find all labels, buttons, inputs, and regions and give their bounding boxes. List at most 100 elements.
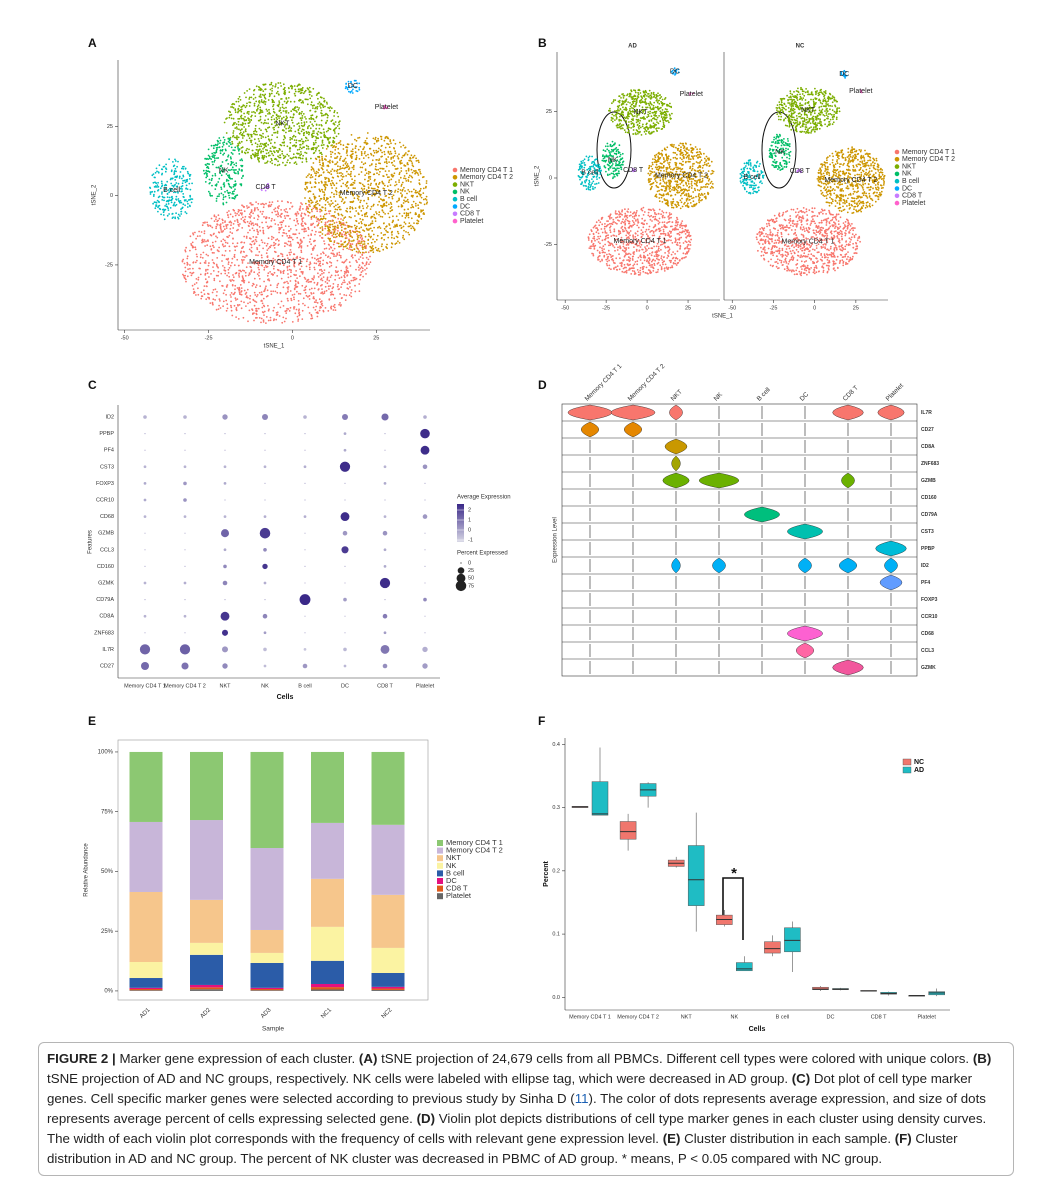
y-tick-label: 100% — [98, 750, 114, 756]
cluster-points — [577, 155, 602, 191]
legend-label: B cell — [460, 196, 478, 203]
feature-label: ZNF683 — [94, 630, 114, 636]
cluster-label: B cell — [163, 187, 181, 194]
feature-label: PPBP — [99, 431, 114, 437]
cluster-label: Platelet — [375, 104, 398, 111]
legend-swatch — [437, 870, 443, 877]
cluster-points — [816, 146, 886, 214]
expression-dot — [303, 648, 307, 651]
y-tick-label: 0.1 — [552, 932, 560, 938]
legend-swatch — [452, 189, 458, 195]
cluster-points — [768, 133, 792, 171]
legend-label: NK — [902, 171, 912, 178]
violin — [568, 404, 612, 421]
expression-dot — [343, 597, 347, 602]
expression-dot — [344, 565, 346, 568]
cluster-points — [739, 159, 765, 195]
expression-dot — [423, 415, 427, 419]
expression-dot — [343, 432, 347, 435]
expression-dot — [304, 632, 306, 634]
x-tick-label: NKT — [220, 683, 232, 689]
x-tick-label: DC — [827, 1014, 835, 1020]
color-bar — [457, 504, 464, 542]
bar-segment — [371, 824, 405, 895]
y-axis-title: tSNE_2 — [92, 184, 98, 205]
color-tick-label: 0 — [468, 527, 471, 533]
cluster-label: CD8 T — [790, 168, 811, 175]
expression-dot — [379, 577, 391, 589]
bar-segment — [311, 751, 344, 823]
size-key — [456, 573, 466, 583]
expression-dot — [424, 632, 426, 634]
bar-segment — [371, 988, 405, 990]
bar-segment — [129, 989, 163, 991]
expression-dot — [304, 499, 306, 501]
expression-dot — [263, 465, 267, 469]
expression-dot — [263, 664, 267, 668]
cluster-label: Platelet — [680, 91, 703, 98]
expression-dot — [223, 564, 227, 569]
expression-dot — [144, 449, 146, 451]
bar-segment — [311, 822, 344, 879]
bar-segment — [311, 878, 344, 927]
y-tick-label: 25% — [101, 929, 114, 935]
cluster-points — [601, 140, 625, 180]
caption-part: (B) — [973, 1051, 991, 1066]
box — [736, 962, 753, 972]
bar-segment — [190, 751, 223, 821]
expression-dot — [343, 664, 347, 668]
cluster-label: NKT — [801, 107, 816, 114]
cluster-label: NKT — [670, 388, 684, 402]
panel-label: B — [538, 36, 547, 50]
x-tick-label: -25 — [769, 305, 777, 311]
x-tick-label: CD8 T — [871, 1014, 887, 1020]
expression-dot — [183, 614, 187, 618]
gene-label: FOXP3 — [921, 597, 938, 603]
expression-dot — [299, 594, 311, 606]
expression-dot — [139, 644, 151, 655]
expression-dot — [184, 599, 186, 601]
bar-segment — [129, 821, 163, 892]
legend-label: Memory CD4 T 2 — [446, 846, 503, 855]
gene-label: CD160 — [921, 495, 937, 501]
gene-label: PPBP — [921, 546, 935, 552]
cluster-label: Platelet — [885, 382, 905, 402]
expression-dot — [303, 415, 307, 419]
expression-dot — [343, 448, 347, 452]
x-tick-label: NKT — [681, 1014, 693, 1020]
expression-dot — [303, 515, 307, 518]
violin — [699, 472, 739, 489]
size-key-label: 0 — [468, 560, 471, 566]
legend-label: Memory CD4 T 1 — [460, 167, 513, 174]
bar-segment — [250, 990, 284, 991]
expression-dot — [423, 597, 427, 602]
x-tick-label: -25 — [602, 305, 610, 311]
expression-dot — [420, 428, 430, 439]
cluster-label: Memory CD4 T 1 — [614, 238, 667, 245]
expression-dot — [222, 580, 228, 586]
cluster-label: Memory CD4 T 2 — [824, 177, 877, 184]
cluster-label: NK — [713, 391, 725, 403]
reference-link[interactable]: 11 — [575, 1091, 589, 1106]
x-tick-label: NK — [261, 683, 269, 689]
x-axis-title: tSNE_1 — [712, 314, 733, 320]
cluster-label: NKT — [275, 121, 290, 128]
legend-swatch — [452, 211, 458, 217]
legend-swatch — [902, 766, 912, 774]
x-tick-label: Platelet — [416, 683, 435, 689]
expression-dot — [222, 414, 228, 420]
bar-segment — [371, 894, 405, 948]
caption-text: Violin plot depicts distributions of cel… — [47, 1111, 986, 1146]
legend-swatch — [437, 840, 443, 846]
legend-swatch — [894, 157, 900, 162]
expression-dot — [144, 532, 146, 534]
legend-swatch — [452, 182, 458, 187]
y-axis-title: Features — [88, 530, 94, 554]
expression-dot — [183, 581, 187, 585]
x-tick-label: B cell — [776, 1014, 789, 1020]
cluster-points — [223, 81, 341, 167]
bar-segment — [250, 987, 284, 990]
bar-segment — [371, 947, 405, 973]
violin — [832, 659, 864, 676]
cluster-points — [382, 104, 389, 110]
